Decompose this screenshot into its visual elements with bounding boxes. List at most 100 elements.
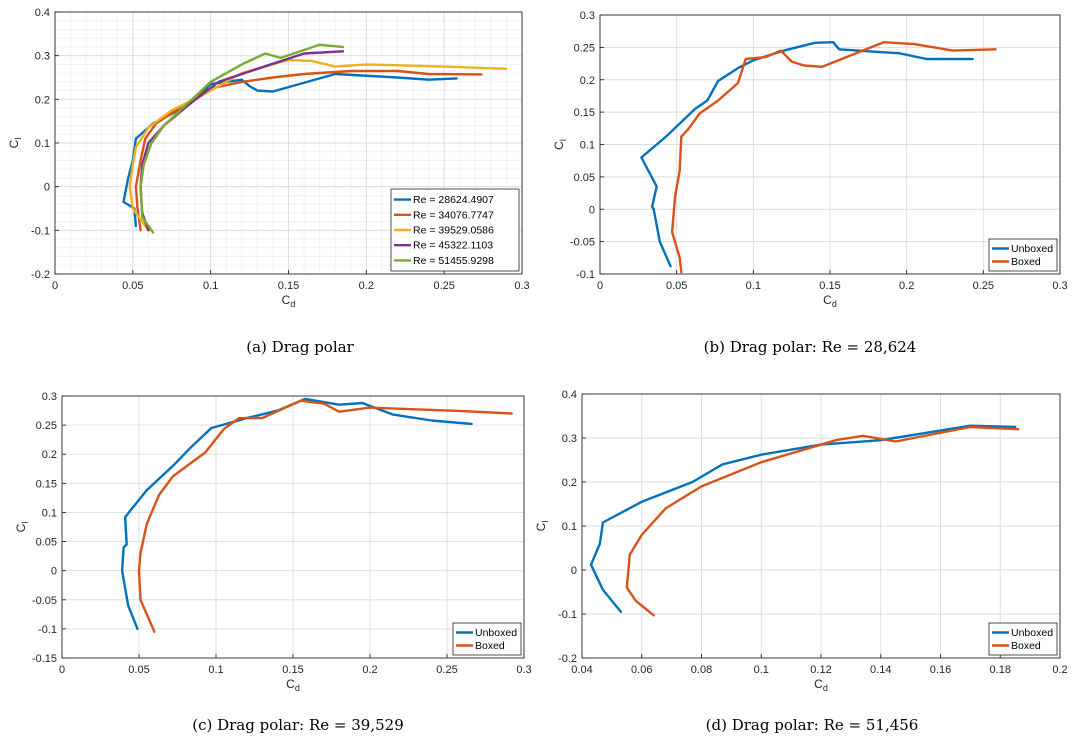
legend-box [390,188,520,272]
legend-box [988,238,1058,272]
y-tick-label: 0.2 [42,449,57,461]
legend-label: Re = 34076.7747 [413,209,494,221]
y-tick-label: 0 [571,565,577,577]
x-tick-label: 0 [597,280,603,292]
y-tick-label: 0.15 [574,107,595,119]
series-line-1 [589,424,1017,613]
x-tick-label: 0.18 [990,664,1011,676]
series-line-2 [137,399,513,633]
y-tick-label: 0.2 [580,75,595,87]
legend-label: Boxed [475,640,505,652]
y-tick-label: -0.1 [576,269,595,281]
x-tick-label: 0.14 [870,664,891,676]
y-tick-label: 0.4 [562,389,577,401]
x-axis-label: Cd [814,677,828,693]
legend-label: Unboxed [475,627,517,639]
x-tick-label: 0.3 [514,280,529,292]
legend-label: Re = 39529.0586 [413,225,494,237]
legend: Re = 28624.4907 Re = 34076.7747 Re = 39529… [390,188,520,272]
legend-label: Unboxed [1011,243,1053,255]
y-tick-label: 0.05 [574,172,595,184]
y-tick-label: -0.1 [558,609,577,621]
x-tick-label: 0.15 [278,280,299,292]
y-tick-label: 0.1 [35,138,50,150]
y-tick-label: 0.25 [574,42,595,54]
x-tick-label: 0.15 [819,280,840,292]
y-tick-label: 0.25 [36,420,57,432]
caption-d: (d) Drag polar: Re = 51,456 [705,716,919,734]
caption-a: (a) Drag polar [246,338,354,356]
x-tick-label: 0.12 [810,664,831,676]
y-tick-label: 0.3 [580,10,595,22]
legend-box [988,622,1058,656]
y-tick-label: 0.4 [35,7,50,19]
legend-label: Re = 45322.1103 [413,240,493,252]
y-tick-label: 0.3 [562,433,577,445]
y-tick-label: 0.15 [36,478,57,490]
series-line-2 [670,41,997,274]
y-tick-label: 0.3 [35,51,50,63]
y-tick-label: 0 [589,204,595,216]
series-line-1 [122,72,458,228]
y-axis-label: Cl [7,138,23,149]
x-tick-label: 0.06 [631,664,652,676]
y-tick-label: -0.2 [31,269,50,281]
x-tick-label: 0.25 [433,280,454,292]
x-tick-label: 0.05 [666,280,687,292]
x-tick-label: 0.3 [1052,280,1067,292]
x-tick-label: 0.16 [930,664,951,676]
x-tick-label: 0 [59,664,65,676]
y-tick-label: -0.05 [32,595,57,607]
x-tick-label: 0.2 [1052,664,1067,676]
y-tick-label: 0.3 [42,391,57,403]
x-tick-label: 0.1 [746,280,761,292]
x-tick-label: 0 [52,280,58,292]
x-tick-label: 0.3 [516,664,531,676]
x-tick-label: 0.2 [359,280,374,292]
y-tick-label: 0.1 [562,521,577,533]
y-axis-label: Cl [14,522,30,533]
x-tick-label: 0.1 [208,664,223,676]
x-tick-label: 0.1 [203,280,218,292]
x-tick-label: 0.15 [282,664,303,676]
legend-label: Boxed [1011,640,1041,652]
y-tick-label: 0.2 [562,477,577,489]
legend-label: Unboxed [1011,627,1053,639]
x-tick-label: 0.2 [362,664,377,676]
y-tick-label: 0.2 [35,94,50,106]
caption-b: (b) Drag polar: Re = 28,624 [703,338,917,356]
legend-label: Re = 28624.4907 [413,194,494,206]
x-tick-label: 0.2 [899,280,914,292]
y-axis-label: Cl [552,139,568,150]
series-line-5 [139,43,345,234]
y-tick-label: 0.1 [42,507,57,519]
y-tick-label: -0.05 [570,237,595,249]
y-tick-label: 0 [51,566,57,578]
y-tick-label: -0.1 [38,624,57,636]
x-tick-label: 0.05 [122,280,143,292]
legend-label: Boxed [1011,256,1041,268]
caption-c: (c) Drag polar: Re = 39,529 [192,716,404,734]
series-line-1 [120,397,473,631]
y-tick-label: -0.15 [32,653,57,665]
series-line-2 [625,425,1020,617]
y-tick-label: 0 [44,182,50,194]
y-tick-label: -0.2 [558,653,577,665]
y-tick-label: 0.1 [580,140,595,152]
y-tick-label: -0.1 [31,225,50,237]
legend-label: Re = 51455.9298 [413,255,494,267]
x-tick-label: 0.04 [571,664,592,676]
y-axis-label: Cl [534,521,550,532]
x-tick-label: 0.08 [691,664,712,676]
legend-box [452,622,522,656]
x-tick-label: 0.1 [754,664,769,676]
y-tick-label: 0.05 [36,537,57,549]
